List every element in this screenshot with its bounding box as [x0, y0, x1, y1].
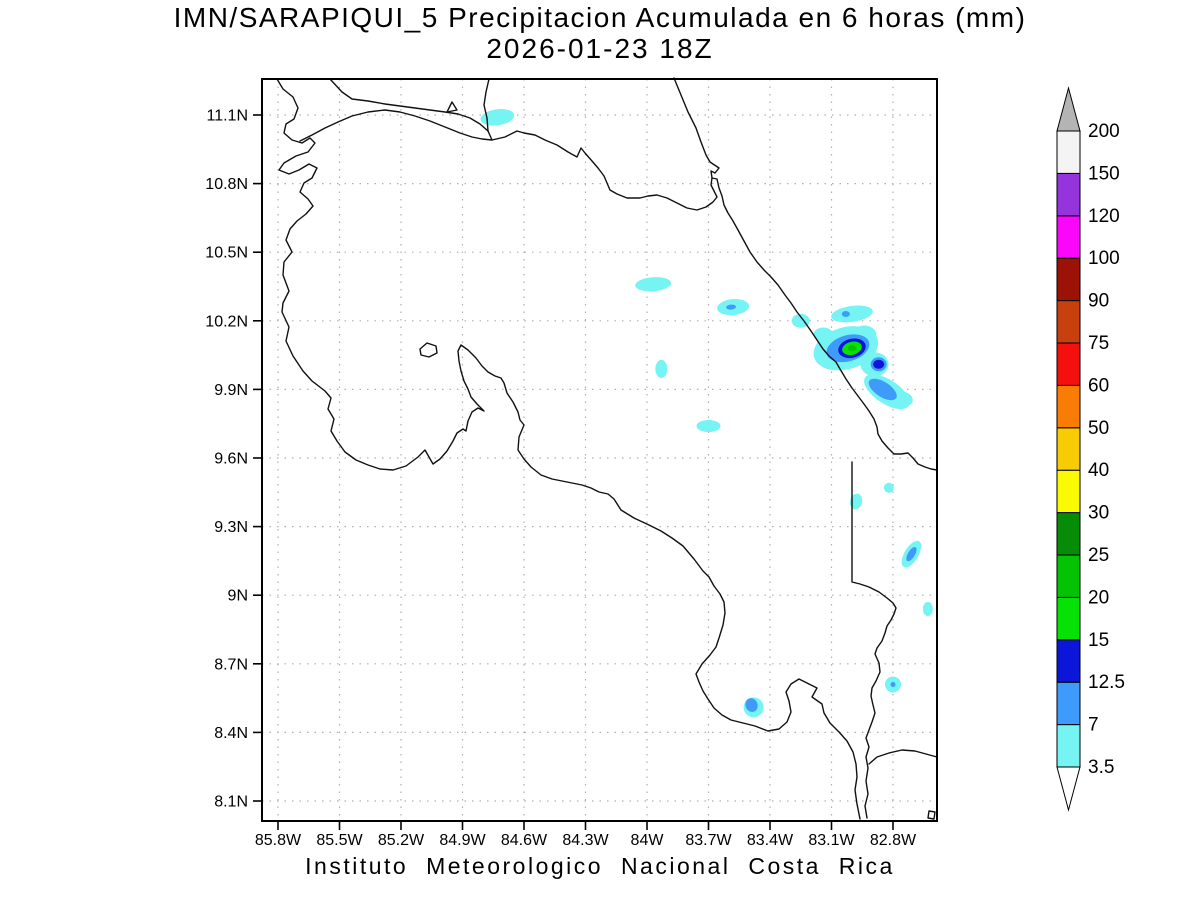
- precip-cell-3.5mm: [791, 313, 810, 328]
- axis-layer: 11.1N 10.8N 10.5N 10.2N 9.9N 9.6N 9.3N 9N 8.7N 8.…: [205, 108, 917, 850]
- coastline-pacific: [276, 78, 861, 820]
- precip-cell-20mm: [848, 345, 856, 352]
- colorbar-segment: [1056, 172, 1081, 217]
- coastline-layer: [276, 77, 938, 820]
- colorbar-segment: [1056, 596, 1081, 641]
- lake-nicaragua-east-shore: [483, 78, 490, 132]
- precip-cell-3.5mm: [635, 277, 672, 292]
- precip-cell-3.5mm: [897, 391, 913, 406]
- lat-tick-label: 9.3N: [214, 519, 248, 536]
- precip-cell-3.5mm: [813, 327, 834, 342]
- lon-tick-label: 85.8W: [255, 832, 302, 849]
- colorbar-label: 100: [1088, 248, 1120, 269]
- colorbar-segment: [1056, 512, 1081, 556]
- colorbar-label: 150: [1088, 163, 1120, 184]
- precip-cell-3.5mm: [922, 601, 933, 616]
- plot-title-line1: IMN/SARAPIQUI_5 Precipitacion Acumulada …: [173, 2, 1027, 33]
- colorbar-label: 30: [1088, 503, 1109, 524]
- precip-cell-7mm: [868, 378, 897, 401]
- lon-tick-label: 84.3W: [562, 832, 609, 849]
- lon-tick-label: 83.7W: [685, 832, 732, 849]
- colorbar-label: 60: [1088, 375, 1109, 396]
- colorbar-label: 3.5: [1088, 757, 1114, 778]
- precip-cell-12.5mm: [873, 359, 885, 369]
- lon-tick-label: 85.5W: [316, 832, 363, 849]
- precip-cell-3.5mm: [831, 305, 873, 323]
- lon-tick-label: 84.9W: [439, 832, 486, 849]
- colorbar-label: 12.5: [1088, 672, 1125, 693]
- colorbar: 3.5 7 12.5 15 20 25 30 40 50 60 75 90 100 120 150 200: [1056, 86, 1125, 812]
- colorbar-segment: [1056, 681, 1081, 726]
- colorbar-label: 40: [1088, 460, 1109, 481]
- lat-tick-label: 8.4N: [214, 725, 248, 742]
- colorbar-segment: [1056, 342, 1081, 386]
- lat-tick-label: 10.2N: [205, 313, 248, 330]
- coastline-panama-pacific: [868, 749, 938, 765]
- precip-cell-7mm: [745, 698, 758, 712]
- lat-tick-label: 10.5N: [205, 245, 248, 262]
- lat-tick-label: 11.1N: [206, 108, 248, 125]
- precip-cell-3.5mm: [849, 493, 863, 510]
- precip-cell-7mm: [841, 310, 850, 317]
- lat-tick-label: 10.8N: [205, 176, 248, 193]
- lon-tick-label: 83.1W: [808, 832, 855, 849]
- colorbar-label: 50: [1088, 418, 1109, 439]
- colorbar-label: 200: [1088, 121, 1120, 142]
- precip-cell-3.5mm: [696, 420, 721, 433]
- colorbar-segment: [1056, 130, 1081, 174]
- colorbar-segment: [1056, 639, 1081, 683]
- footer-caption: Instituto Meteorologico Nacional Costa R…: [305, 853, 895, 879]
- plot-title: IMN/SARAPIQUI_5 Precipitacion Acumulada …: [0, 2, 1200, 64]
- lat-tick-label: 8.7N: [214, 656, 248, 673]
- lake-arenal: [419, 342, 438, 358]
- lon-tick-label: 85.2W: [378, 832, 425, 849]
- lat-tick-label: 9.6N: [214, 451, 248, 468]
- precip-cell-7mm: [726, 304, 737, 310]
- colorbar-segment: [1056, 427, 1081, 471]
- lake-nicaragua-south-shore: [329, 78, 489, 132]
- coastline-caribbean: [673, 77, 938, 471]
- lat-tick-label: 8.1N: [214, 794, 248, 811]
- colorbar-segment: [1056, 215, 1081, 259]
- colorbar-label: 90: [1088, 291, 1109, 312]
- colorbar-segment: [1056, 300, 1081, 344]
- precip-cell-3.5mm: [883, 482, 894, 493]
- lon-tick-label: 82.8W: [870, 832, 917, 849]
- island-southeast: [927, 810, 936, 820]
- lon-tick-label: 84.6W: [501, 832, 548, 849]
- colorbar-segment: [1056, 469, 1081, 514]
- border-nicaragua-west: [299, 109, 493, 142]
- colorbar-label: 120: [1088, 206, 1120, 227]
- colorbar-segment: [1056, 724, 1081, 768]
- colorbar-over-arrow: [1056, 86, 1081, 132]
- plot-title-line2: 2026-01-23 18Z: [486, 33, 714, 64]
- lat-tick-label: 9.9N: [214, 382, 248, 399]
- precip-cell-7mm: [906, 547, 917, 562]
- colorbar-label: 25: [1088, 545, 1109, 566]
- precip-cell-3.5mm: [655, 359, 668, 378]
- colorbar-label: 20: [1088, 587, 1109, 608]
- colorbar-segment: [1056, 554, 1081, 598]
- island-triangle: [446, 101, 458, 113]
- lon-tick-label: 83.4W: [747, 832, 794, 849]
- colorbar-label: 15: [1088, 630, 1109, 651]
- precip-shading-layer: [480, 109, 933, 718]
- precip-cell-7mm: [890, 681, 896, 687]
- lon-tick-label: 84W: [631, 832, 665, 849]
- map-frame: [261, 78, 938, 822]
- colorbar-under-arrow: [1056, 766, 1081, 812]
- colorbar-label: 75: [1088, 333, 1109, 354]
- precip-cell-3.5mm: [480, 109, 515, 126]
- colorbar-segment: [1056, 257, 1081, 302]
- border-san-juan-river: [487, 130, 718, 211]
- graticule-layer: [262, 79, 937, 821]
- colorbar-segment: [1056, 384, 1081, 429]
- coastline-burica-border: [851, 461, 897, 819]
- colorbar-label: 7: [1088, 715, 1099, 736]
- lat-tick-label: 9N: [228, 588, 248, 605]
